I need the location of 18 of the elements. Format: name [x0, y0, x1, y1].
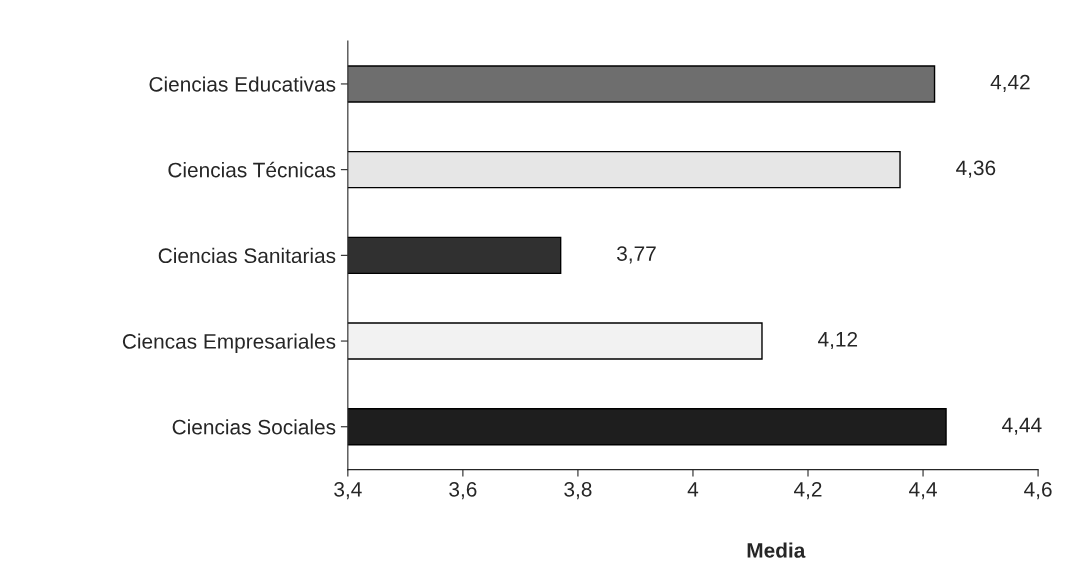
x-tick-label: 3,8: [564, 481, 592, 500]
x-tick-label: 4: [687, 482, 699, 497]
x-tick-label: 3,6: [449, 481, 477, 500]
data-label: 4,44: [1002, 417, 1042, 435]
data-label: 4,12: [818, 331, 858, 350]
y-tick-label: Ciencias Técnicas: [168, 161, 336, 178]
x-tick-label: 4,6: [1024, 481, 1052, 500]
x-tick-label: 4,4: [909, 482, 937, 500]
data-label: 4,42: [990, 74, 1030, 92]
x-axis-title: Media: [747, 542, 806, 558]
y-tick-label: Ciencas Empresariales: [122, 333, 336, 353]
x-tick-label: 4,2: [794, 481, 822, 500]
x-tick-label: 3,4: [334, 481, 362, 500]
y-tick-label: Ciencias Educativas: [149, 76, 336, 92]
data-label: 4,36: [956, 160, 996, 178]
data-label: 3,77: [617, 246, 656, 264]
y-tick-label: Ciencias Sanitarias: [158, 247, 336, 264]
y-tick-label: Ciencias Sociales: [172, 419, 336, 435]
